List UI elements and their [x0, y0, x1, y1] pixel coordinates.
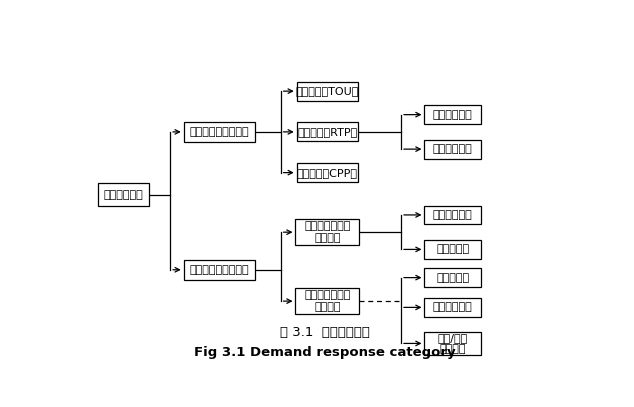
Text: 日内实时电价: 日内实时电价 — [433, 144, 472, 154]
FancyBboxPatch shape — [297, 123, 358, 141]
FancyBboxPatch shape — [424, 240, 481, 259]
FancyBboxPatch shape — [424, 298, 481, 317]
FancyBboxPatch shape — [295, 288, 359, 315]
FancyBboxPatch shape — [424, 140, 481, 158]
Text: 需求响应分类: 需求响应分类 — [103, 190, 143, 199]
FancyBboxPatch shape — [424, 332, 481, 355]
Text: 日前实时电价: 日前实时电价 — [433, 109, 472, 120]
FancyBboxPatch shape — [184, 122, 255, 142]
FancyBboxPatch shape — [184, 260, 255, 280]
Text: 直接负荷控制: 直接负荷控制 — [433, 210, 472, 220]
FancyBboxPatch shape — [295, 219, 359, 245]
Text: 实时电价（RTP）: 实时电价（RTP） — [297, 127, 358, 137]
Text: 紧急需求响应: 紧急需求响应 — [433, 302, 472, 313]
Text: 提前签订合同的
激励响应: 提前签订合同的 激励响应 — [304, 221, 351, 243]
Text: 可中断负荷: 可中断负荷 — [436, 245, 469, 254]
FancyBboxPatch shape — [424, 105, 481, 124]
FancyBboxPatch shape — [98, 183, 149, 206]
FancyBboxPatch shape — [424, 268, 481, 287]
FancyBboxPatch shape — [297, 82, 358, 101]
Text: 基于激励的需求响应: 基于激励的需求响应 — [190, 265, 249, 275]
FancyBboxPatch shape — [424, 206, 481, 224]
Text: 需求侧竞价: 需求侧竞价 — [436, 273, 469, 282]
Text: Fig 3.1 Demand response category: Fig 3.1 Demand response category — [194, 346, 456, 359]
Text: 容量/辅助
服务计划: 容量/辅助 服务计划 — [437, 333, 468, 354]
FancyBboxPatch shape — [297, 163, 358, 182]
Text: 图 3.1  需求响应类别: 图 3.1 需求响应类别 — [280, 326, 370, 339]
Text: 基于电价的需求响应: 基于电价的需求响应 — [190, 127, 249, 137]
Text: 市场自动参与的
激励响应: 市场自动参与的 激励响应 — [304, 290, 351, 312]
Text: 分时电价（TOU）: 分时电价（TOU） — [295, 86, 359, 96]
Text: 尖峰电价（CPP）: 尖峰电价（CPP） — [297, 168, 358, 177]
